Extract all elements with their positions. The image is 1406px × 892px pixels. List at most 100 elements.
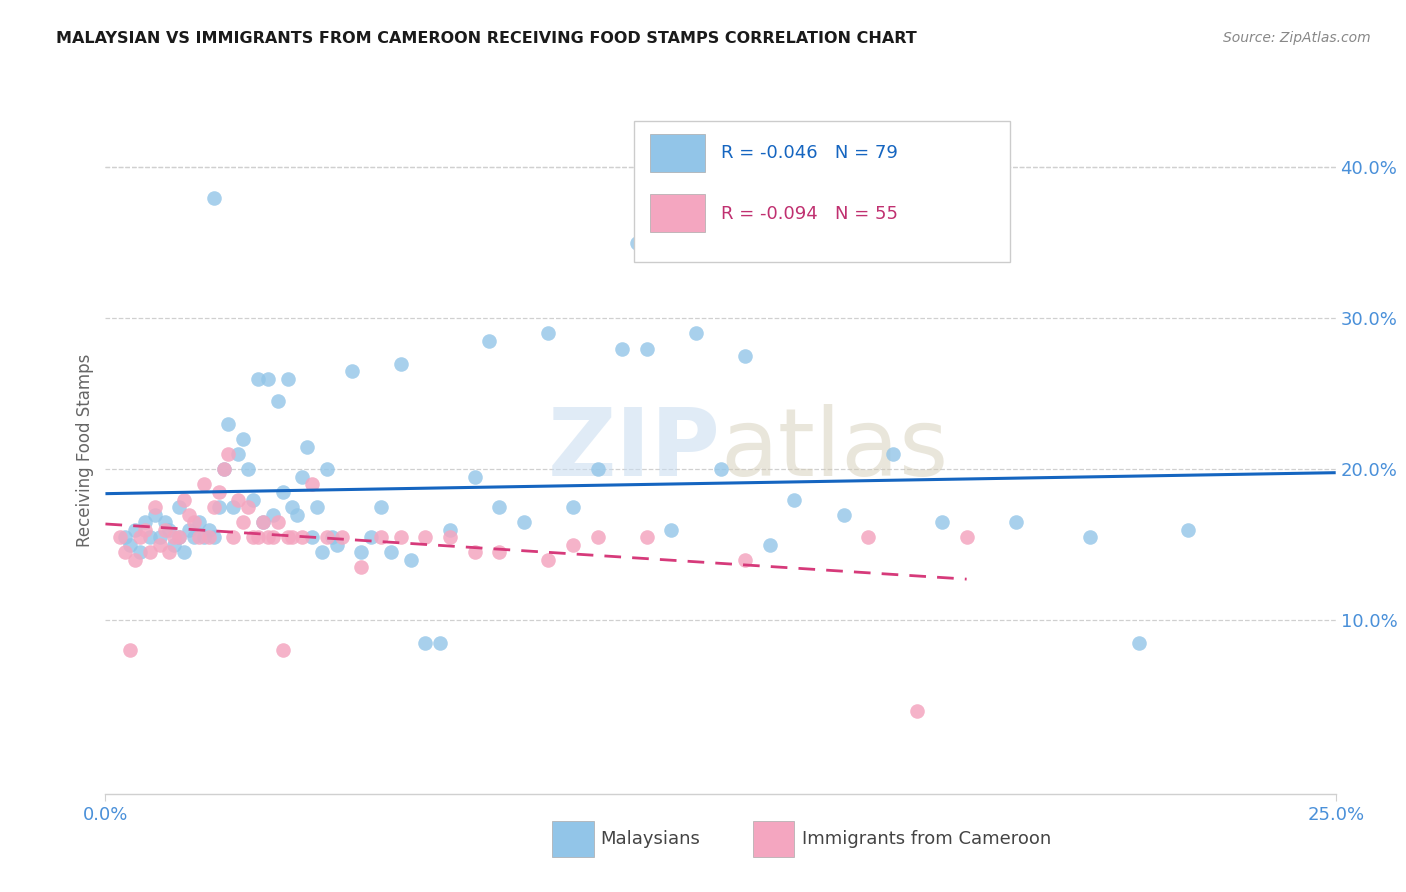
Point bbox=[257, 530, 280, 544]
Point bbox=[257, 372, 280, 386]
Point bbox=[1004, 515, 1026, 529]
Point bbox=[124, 553, 146, 567]
Point bbox=[956, 530, 979, 544]
Point bbox=[129, 545, 152, 559]
Point bbox=[124, 523, 146, 537]
Point bbox=[626, 235, 648, 250]
Point bbox=[120, 538, 141, 552]
Point bbox=[276, 372, 298, 386]
Point bbox=[858, 530, 880, 544]
Point bbox=[291, 470, 314, 484]
Point bbox=[315, 462, 337, 476]
Point bbox=[138, 545, 162, 559]
Point bbox=[281, 500, 304, 514]
Point bbox=[537, 553, 560, 567]
Point bbox=[212, 462, 235, 476]
FancyBboxPatch shape bbox=[752, 822, 794, 857]
Point bbox=[326, 538, 349, 552]
Point bbox=[1078, 530, 1101, 544]
Point bbox=[183, 515, 205, 529]
Point bbox=[301, 530, 323, 544]
Point bbox=[153, 515, 176, 529]
Point bbox=[562, 500, 585, 514]
FancyBboxPatch shape bbox=[651, 194, 704, 232]
Point bbox=[478, 334, 501, 348]
Point bbox=[252, 515, 274, 529]
Point bbox=[173, 545, 195, 559]
Point bbox=[193, 530, 215, 544]
Point bbox=[315, 530, 337, 544]
Point bbox=[931, 515, 953, 529]
Text: R = -0.094   N = 55: R = -0.094 N = 55 bbox=[721, 204, 897, 222]
Point bbox=[488, 545, 510, 559]
Point bbox=[610, 342, 633, 356]
Point bbox=[586, 530, 609, 544]
FancyBboxPatch shape bbox=[651, 134, 704, 172]
Point bbox=[212, 462, 235, 476]
Point bbox=[439, 530, 461, 544]
Point bbox=[464, 470, 486, 484]
Point bbox=[134, 523, 156, 537]
Point bbox=[1128, 636, 1150, 650]
Point bbox=[685, 326, 707, 341]
Point bbox=[636, 342, 658, 356]
Point bbox=[143, 508, 166, 522]
Point bbox=[370, 500, 392, 514]
Point bbox=[202, 530, 225, 544]
Point bbox=[236, 462, 259, 476]
Point bbox=[247, 372, 270, 386]
Point bbox=[218, 417, 240, 431]
Point bbox=[232, 432, 254, 446]
Point bbox=[193, 477, 215, 491]
Point bbox=[360, 530, 382, 544]
Point bbox=[439, 523, 461, 537]
Point bbox=[173, 492, 195, 507]
Point bbox=[832, 508, 855, 522]
Y-axis label: Receiving Food Stamps: Receiving Food Stamps bbox=[76, 354, 94, 547]
Point bbox=[222, 530, 245, 544]
Point bbox=[120, 643, 141, 657]
Point bbox=[247, 530, 270, 544]
Point bbox=[297, 440, 319, 454]
Point bbox=[169, 530, 191, 544]
Point bbox=[179, 523, 201, 537]
Text: Immigrants from Cameroon: Immigrants from Cameroon bbox=[801, 830, 1052, 848]
Point bbox=[271, 485, 294, 500]
Point bbox=[389, 530, 412, 544]
Point bbox=[110, 530, 132, 544]
Point bbox=[380, 545, 402, 559]
Text: atlas: atlas bbox=[721, 404, 949, 497]
Point bbox=[281, 530, 304, 544]
Text: MALAYSIAN VS IMMIGRANTS FROM CAMEROON RECEIVING FOOD STAMPS CORRELATION CHART: MALAYSIAN VS IMMIGRANTS FROM CAMEROON RE… bbox=[56, 31, 917, 46]
Point bbox=[208, 500, 231, 514]
Point bbox=[907, 704, 929, 718]
Text: Source: ZipAtlas.com: Source: ZipAtlas.com bbox=[1223, 31, 1371, 45]
Point bbox=[661, 523, 683, 537]
Point bbox=[262, 530, 284, 544]
Point bbox=[413, 636, 436, 650]
Point bbox=[330, 530, 353, 544]
Point bbox=[202, 500, 225, 514]
Point bbox=[287, 508, 309, 522]
Point bbox=[734, 553, 756, 567]
Point bbox=[202, 191, 225, 205]
Point bbox=[271, 643, 294, 657]
Point bbox=[169, 530, 191, 544]
Point bbox=[242, 492, 264, 507]
Point bbox=[179, 508, 201, 522]
Point bbox=[163, 538, 186, 552]
Point bbox=[242, 530, 264, 544]
Text: ZIP: ZIP bbox=[548, 404, 721, 497]
Point bbox=[188, 530, 211, 544]
Point bbox=[759, 538, 782, 552]
Point bbox=[232, 515, 254, 529]
Point bbox=[1177, 523, 1199, 537]
Point bbox=[114, 545, 136, 559]
Point bbox=[399, 553, 422, 567]
Point bbox=[311, 545, 333, 559]
Point bbox=[350, 560, 373, 574]
FancyBboxPatch shape bbox=[553, 822, 593, 857]
Point bbox=[138, 530, 162, 544]
Point bbox=[197, 530, 219, 544]
Point bbox=[710, 462, 733, 476]
